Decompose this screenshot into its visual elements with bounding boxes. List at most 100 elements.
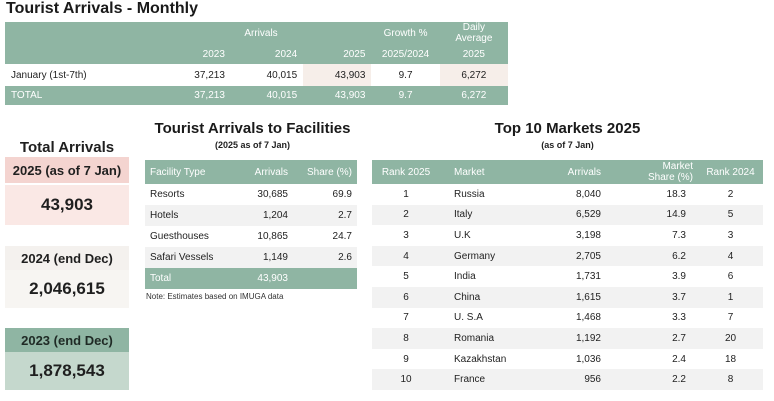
facility-type-header: Facility Type (150, 166, 206, 178)
facilities-title: Tourist Arrivals to Facilities (154, 120, 351, 137)
facilities-note: Note: Estimates based on IMUGA data (146, 292, 284, 301)
markets-table: Rank 2025 Market Arrivals Market Share (… (372, 160, 763, 390)
market-rank-2025: 3 (403, 229, 409, 241)
card-2023-value: 1,878,543 (5, 352, 129, 390)
market-row: 9 Kazakhstan 1,036 2.4 18 (372, 349, 763, 370)
facility-share: 2.6 (338, 252, 352, 263)
market-row: 10 France 956 2.2 8 (372, 369, 763, 390)
market-row: 7 U. S.A 1,468 3.3 7 (372, 308, 763, 329)
facility-type: Resorts (150, 189, 185, 200)
market-share: 7.3 (672, 229, 686, 241)
monthly-total-row: TOTAL 37,213 40,015 43,903 9.7 6,272 (5, 86, 508, 105)
market-arrivals: 3,198 (575, 229, 601, 241)
facilities-total-arrivals: 43,903 (257, 273, 288, 284)
arrivals-2025: 43,903 (303, 64, 372, 86)
market-rank-2025: 1 (403, 188, 409, 200)
monthly-header-row-2: 2023 2024 2025 2025/2024 2025 (5, 44, 508, 64)
market-share: 18.3 (666, 188, 686, 200)
market-share: 2.4 (672, 353, 686, 365)
total-label: TOTAL (11, 90, 43, 101)
growth-header: Growth % (383, 27, 428, 39)
market-rank-2025: 8 (403, 332, 409, 344)
year-2025-header: 2025 (343, 48, 366, 60)
market-row: 3 U.K 3,198 7.3 3 (372, 225, 763, 246)
market-name: Romania (454, 332, 495, 344)
card-2023-label: 2023 (end Dec) (5, 328, 129, 352)
facilities-total-row: Total 43,903 (145, 268, 357, 289)
market-rank-2024: 3 (727, 229, 734, 241)
facility-type: Hotels (150, 210, 179, 221)
market-share: 6.2 (672, 250, 686, 262)
card-2024-label: 2024 (end Dec) (5, 246, 129, 270)
market-row: 5 India 1,731 3.9 6 (372, 266, 763, 287)
market-name: Germany (454, 250, 496, 262)
facility-row: Safari Vessels 1,149 2.6 (145, 247, 357, 268)
market-name: Russia (454, 188, 485, 200)
card-2025-label: 2025 (as of 7 Jan) (5, 157, 129, 183)
total-daily: 6,272 (461, 90, 487, 101)
facility-share: 69.9 (332, 189, 352, 200)
daily-average-header: Daily Average (455, 22, 493, 44)
markets-subtitle: (as of 7 Jan) (541, 140, 594, 150)
market-name: France (454, 374, 486, 386)
market-arrivals: 1,468 (575, 312, 601, 324)
market-name: U.K (454, 229, 471, 241)
market-arrivals: 1,036 (575, 353, 601, 365)
market-rank-2024: 7 (727, 312, 734, 324)
growth-value: 9.7 (398, 69, 413, 81)
market-rank-2025: 6 (403, 291, 409, 303)
market-header: Market (454, 166, 485, 178)
facility-arrivals-header: Arrivals (254, 166, 288, 178)
facility-share-header: Share (%) (306, 166, 352, 178)
market-row: 8 Romania 1,192 2.7 20 (372, 328, 763, 349)
facility-share: 2.7 (338, 210, 352, 221)
facility-arrivals: 30,685 (257, 189, 288, 200)
monthly-arrivals-table: Arrivals Growth % Daily Average 2023 202… (5, 22, 508, 105)
market-rank-2024: 20 (724, 332, 737, 344)
rank-2024-header: Rank 2024 (706, 166, 755, 178)
market-arrivals: 2,705 (575, 250, 601, 262)
market-share: 2.2 (672, 374, 686, 386)
facilities-total-label: Total (150, 273, 172, 284)
daily-year-header: 2025 (462, 48, 485, 60)
market-rank-2025: 4 (403, 250, 409, 262)
monthly-header-row-1: Arrivals Growth % Daily Average (5, 22, 508, 44)
market-rank-2024: 8 (727, 374, 734, 386)
year-2024-header: 2024 (274, 48, 298, 60)
card-2024-value: 2,046,615 (5, 270, 129, 308)
markets-title: Top 10 Markets 2025 (494, 120, 641, 137)
total-2024: 40,015 (266, 90, 298, 101)
market-arrivals: 1,731 (575, 271, 601, 283)
facility-arrivals: 10,865 (257, 231, 288, 242)
market-name: India (454, 271, 476, 283)
arrivals-2023: 37,213 (194, 69, 225, 81)
market-arrivals: 6,529 (575, 209, 601, 221)
rank-2025-header: Rank 2025 (381, 166, 431, 178)
facility-type: Safari Vessels (150, 252, 214, 263)
market-rank-2024: 1 (727, 291, 734, 303)
facility-row: Guesthouses 10,865 24.7 (145, 226, 357, 247)
market-share-header: Market Share (%) (647, 161, 693, 183)
market-row: 4 Germany 2,705 6.2 4 (372, 245, 763, 267)
market-share: 2.7 (672, 332, 686, 344)
market-arrivals: 8,040 (575, 188, 601, 200)
market-rank-2025: 2 (403, 209, 409, 221)
facility-arrivals: 1,149 (262, 252, 288, 263)
market-rank-2024: 4 (727, 250, 734, 262)
period-label: January (1st-7th) (11, 69, 87, 81)
market-arrivals: 956 (584, 374, 601, 386)
facilities-subtitle: (2025 as of 7 Jan) (214, 140, 291, 150)
market-rank-2024: 2 (727, 188, 734, 200)
market-rank-2024: 6 (727, 271, 734, 283)
total-2023: 37,213 (194, 90, 225, 101)
market-name: Italy (454, 209, 473, 221)
market-rank-2024: 5 (727, 209, 734, 221)
market-name: Kazakhstan (454, 353, 507, 365)
facility-type: Guesthouses (150, 231, 209, 242)
arrivals-2024: 40,015 (266, 69, 298, 81)
facility-row: Resorts 30,685 69.9 (145, 184, 357, 205)
market-row: 2 Italy 6,529 14.9 5 (372, 204, 763, 226)
daily-average-value: 6,272 (439, 64, 508, 86)
facility-share: 24.7 (332, 231, 352, 242)
market-name: U. S.A (454, 312, 483, 324)
